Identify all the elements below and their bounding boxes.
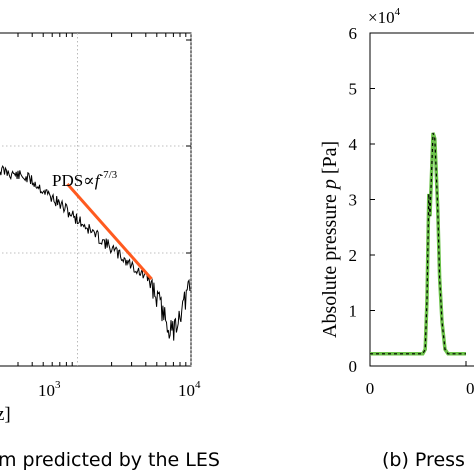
x-tick-label-10000: 104: [178, 379, 201, 400]
spectrum-line: [0, 164, 191, 341]
left-x-axis-label: z]: [0, 404, 11, 425]
y-tick-label: 0: [349, 357, 358, 376]
y-tick-label: 4: [349, 135, 358, 154]
x-tick-label-1000: 103: [38, 379, 61, 400]
pds-annotation-prefix: PDS∝: [52, 171, 95, 190]
fit-line: [66, 183, 153, 280]
right-chart: 0 1 2 3 4 5 6 0 0.0 ×104 Absolute pressure p [Pa…: [319, 6, 474, 398]
x-tick-label: 0.0: [466, 379, 474, 398]
left-ticks: [17, 33, 191, 366]
right-y-axis-label: Absolute pressure p [Pa]: [319, 141, 341, 338]
y-multiplier: ×104: [368, 6, 401, 27]
right-tick-labels: 0 1 2 3 4 5 6 0 0.0: [349, 24, 474, 398]
y-tick-label: 5: [349, 80, 358, 99]
left-grid: [0, 33, 192, 366]
right-ticks: [369, 32, 467, 367]
x-tick-label: 0: [366, 379, 375, 398]
y-tick-label: 2: [349, 246, 358, 265]
pds-annotation-exp: -7/3: [99, 169, 117, 181]
measured-pressure-line: [370, 132, 466, 356]
pds-annotation: PDS∝f-7/3: [52, 169, 118, 190]
left-caption: m predicted by the LES: [0, 449, 220, 471]
pds-annotation-var: f: [95, 171, 102, 190]
right-caption: (b) Press: [382, 449, 465, 471]
y-tick-label: 6: [349, 24, 358, 43]
left-plot-frame: [0, 32, 192, 367]
les-pressure-line: [370, 132, 466, 355]
right-plot-frame: [369, 32, 474, 367]
left-chart: PDS∝f-7/3 103 104 z]: [0, 32, 201, 425]
y-tick-label: 1: [349, 302, 358, 321]
y-tick-label: 3: [349, 191, 358, 210]
